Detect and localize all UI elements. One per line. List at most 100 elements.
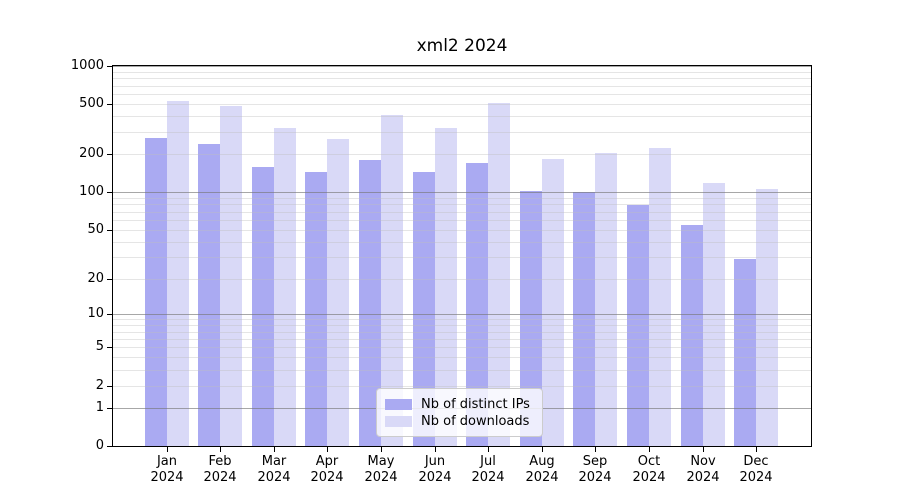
- x-tick-mark: [488, 447, 489, 452]
- gridline-minor: [113, 386, 811, 387]
- gridline-minor: [113, 198, 811, 199]
- x-tick-label-jun: Jun 2024: [418, 454, 452, 485]
- gridline-major: [113, 66, 811, 67]
- y-tick-label: 5: [95, 339, 104, 354]
- x-tick-label-jul: Jul 2024: [471, 454, 505, 485]
- bar-distinct-ips-may: [359, 160, 381, 446]
- bar-downloads-feb: [220, 106, 242, 446]
- gridline-minor: [113, 370, 811, 371]
- y-tick-label: 10: [87, 306, 104, 321]
- bar-distinct-ips-mar: [252, 167, 274, 446]
- legend-swatch-downloads: [385, 415, 412, 427]
- x-tick-mark: [381, 447, 382, 452]
- gridline-minor: [113, 332, 811, 333]
- bar-downloads-jan: [167, 101, 189, 446]
- y-tick-mark: [107, 279, 112, 280]
- x-tick-label-may: May 2024: [364, 454, 398, 485]
- x-tick-label-jan: Jan 2024: [150, 454, 184, 485]
- bar-downloads-oct: [649, 148, 671, 446]
- legend-label-distinct-ips: Nb of distinct IPs: [421, 396, 530, 412]
- bar-downloads-dec: [756, 189, 778, 446]
- x-tick-label-oct: Oct 2024: [632, 454, 666, 485]
- gridline-minor: [113, 72, 811, 73]
- y-tick-mark: [107, 230, 112, 231]
- gridline-minor: [113, 212, 811, 213]
- gridline-major: [113, 314, 811, 315]
- y-tick-label: 2: [95, 378, 104, 393]
- gridline-minor: [113, 116, 811, 117]
- x-tick-label-aug: Aug 2024: [525, 454, 559, 485]
- x-tick-label-dec: Dec 2024: [739, 454, 773, 485]
- x-tick-label-sep: Sep 2024: [578, 454, 612, 485]
- y-tick-mark: [107, 192, 112, 193]
- legend-item-downloads: Nb of downloads: [385, 413, 530, 429]
- y-tick-mark: [107, 386, 112, 387]
- legend-item-distinct-ips: Nb of distinct IPs: [385, 396, 530, 412]
- bar-distinct-ips-aug: [520, 191, 542, 446]
- x-tick-mark: [703, 447, 704, 452]
- gridline-minor: [113, 325, 811, 326]
- gridline-minor: [113, 357, 811, 358]
- bar-downloads-sep: [595, 153, 617, 446]
- bar-distinct-ips-oct: [627, 205, 649, 446]
- y-tick-mark: [107, 154, 112, 155]
- y-tick-label: 1000: [70, 58, 104, 73]
- plot-area: Nb of distinct IPs Nb of downloads: [112, 65, 812, 447]
- bar-downloads-may: [381, 115, 403, 446]
- gridline-minor: [113, 230, 811, 231]
- legend-swatch-distinct-ips: [385, 398, 412, 410]
- gridline-minor: [113, 132, 811, 133]
- gridline-minor: [113, 104, 811, 105]
- x-tick-mark: [649, 447, 650, 452]
- y-tick-label: 200: [79, 146, 104, 161]
- y-tick-mark: [107, 66, 112, 67]
- gridline-minor: [113, 154, 811, 155]
- x-tick-label-mar: Mar 2024: [257, 454, 291, 485]
- bar-downloads-mar: [274, 128, 296, 446]
- gridline-minor: [113, 242, 811, 243]
- bar-distinct-ips-nov: [681, 225, 703, 446]
- bar-distinct-ips-dec: [734, 259, 756, 446]
- bar-downloads-aug: [542, 159, 564, 446]
- y-tick-label: 100: [79, 184, 104, 199]
- x-tick-mark: [327, 447, 328, 452]
- y-tick-mark: [107, 408, 112, 409]
- legend-label-downloads: Nb of downloads: [421, 413, 530, 429]
- gridline-minor: [113, 339, 811, 340]
- x-tick-mark: [595, 447, 596, 452]
- y-tick-label: 20: [87, 271, 104, 286]
- x-tick-mark: [542, 447, 543, 452]
- chart-title: xml2 2024: [416, 36, 508, 56]
- gridline-minor: [113, 257, 811, 258]
- y-tick-label: 0: [95, 438, 104, 453]
- bar-distinct-ips-jun: [413, 172, 435, 446]
- x-tick-mark: [756, 447, 757, 452]
- gridline-minor: [113, 319, 811, 320]
- x-tick-mark: [167, 447, 168, 452]
- x-tick-mark: [220, 447, 221, 452]
- gridline-minor: [113, 86, 811, 87]
- y-tick-mark: [107, 446, 112, 447]
- bar-distinct-ips-jan: [145, 138, 167, 446]
- bar-downloads-apr: [327, 139, 349, 446]
- gridline-major: [113, 192, 811, 193]
- bar-downloads-jul: [488, 103, 510, 446]
- x-tick-mark: [274, 447, 275, 452]
- gridline-minor: [113, 279, 811, 280]
- y-tick-label: 500: [79, 96, 104, 111]
- gridline-minor: [113, 347, 811, 348]
- y-tick-label: 1: [95, 400, 104, 415]
- x-tick-label-apr: Apr 2024: [310, 454, 344, 485]
- y-tick-mark: [107, 314, 112, 315]
- bar-distinct-ips-sep: [573, 192, 595, 446]
- bar-distinct-ips-feb: [198, 144, 220, 446]
- y-tick-label: 50: [87, 222, 104, 237]
- bar-distinct-ips-apr: [305, 172, 327, 446]
- x-tick-label-nov: Nov 2024: [686, 454, 720, 485]
- y-tick-mark: [107, 347, 112, 348]
- gridline-minor: [113, 94, 811, 95]
- bar-distinct-ips-jul: [466, 163, 488, 446]
- gridline-minor: [113, 78, 811, 79]
- legend: Nb of distinct IPs Nb of downloads: [376, 388, 543, 437]
